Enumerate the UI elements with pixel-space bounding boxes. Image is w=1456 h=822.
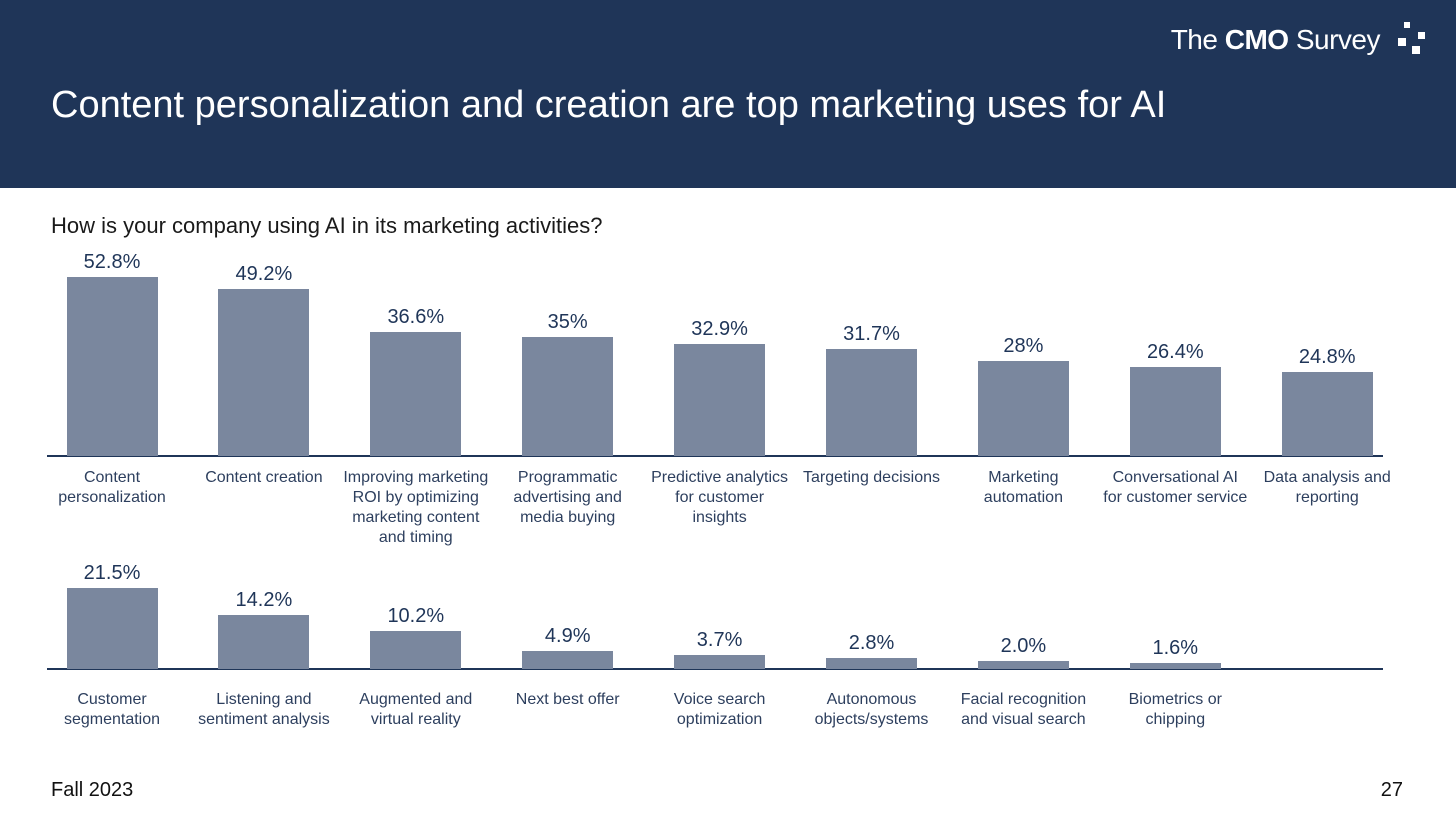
value-label: 32.9%: [691, 318, 748, 341]
value-label: 36.6%: [387, 305, 445, 328]
category-label: Content personalization: [58, 469, 166, 506]
bar: [1281, 371, 1373, 456]
category-label: Programmatic advertising and media buyin…: [513, 469, 622, 526]
slide-title: Content personalization and creation are…: [51, 84, 1167, 126]
value-label: 2.0%: [1000, 635, 1047, 658]
logo-square: [1404, 22, 1410, 28]
bar: [1129, 662, 1221, 669]
bar: [826, 348, 917, 456]
value-label: 2.8%: [848, 632, 895, 655]
category-label: Voice search optimization: [673, 691, 766, 728]
bar: [370, 331, 462, 456]
value-label: 28%: [1003, 335, 1044, 358]
value-label: 10.2%: [387, 604, 445, 627]
bar: [1129, 366, 1221, 456]
category-label: Conversational AI for customer service: [1103, 469, 1248, 506]
category-label: Improving marketing ROI by optimizing ma…: [343, 469, 489, 546]
logo-text: The: [1170, 24, 1218, 55]
axis-line: [47, 668, 1383, 670]
category-label: Autonomous objects/systems: [814, 691, 929, 728]
category-label: Facial recognition and visual search: [960, 691, 1087, 728]
value-label: 24.8%: [1298, 345, 1356, 368]
bar: [522, 650, 614, 669]
category-label: Customer segmentation: [63, 691, 161, 728]
logo-square: [1418, 32, 1425, 39]
category-label: Targeting decisions: [803, 469, 940, 486]
bar: [522, 337, 614, 456]
value-label: 1.6%: [1152, 636, 1199, 659]
value-label: 52.8%: [83, 251, 141, 273]
logo-square: [1398, 38, 1406, 46]
bar: [66, 587, 158, 669]
bar: [826, 658, 917, 669]
logo: The CMO Survey: [1170, 24, 1381, 56]
axis-line: [47, 455, 1383, 457]
bar: [674, 655, 766, 669]
category-label: Predictive analytics for customer insigh…: [651, 469, 789, 526]
value-label: 49.2%: [235, 263, 293, 286]
logo-square: [1412, 46, 1420, 54]
value-label: 26.4%: [1146, 340, 1204, 363]
category-label: Marketing automation: [983, 469, 1063, 506]
bar: [218, 615, 310, 669]
category-label: Augmented and virtual reality: [359, 691, 473, 728]
value-label: 31.7%: [843, 322, 900, 345]
value-label: 3.7%: [696, 629, 743, 652]
bar: [66, 277, 158, 456]
logo-text: Survey: [1295, 24, 1381, 55]
bar: [218, 289, 310, 456]
category-label: Next best offer: [515, 691, 620, 708]
footer-date: Fall 2023: [51, 779, 134, 801]
page-number: 27: [1380, 779, 1403, 801]
question: How is your company using AI in its mark…: [51, 213, 603, 238]
bar: [977, 661, 1069, 669]
bar: [674, 344, 766, 456]
bar: [370, 630, 462, 669]
value-label: 14.2%: [235, 589, 293, 612]
category-label: Biometrics or chipping: [1128, 691, 1222, 728]
value-label: 4.9%: [544, 624, 591, 647]
value-label: 21.5%: [83, 561, 141, 584]
bar: [977, 361, 1069, 456]
category-label: Content creation: [205, 469, 323, 486]
category-label: Listening and sentiment analysis: [198, 691, 330, 728]
category-label: Data analysis and reporting: [1263, 469, 1391, 506]
header: The CMO Survey Content personalization a…: [0, 0, 1456, 188]
value-label: 35%: [547, 311, 588, 334]
logo-text: CMO: [1224, 24, 1289, 55]
